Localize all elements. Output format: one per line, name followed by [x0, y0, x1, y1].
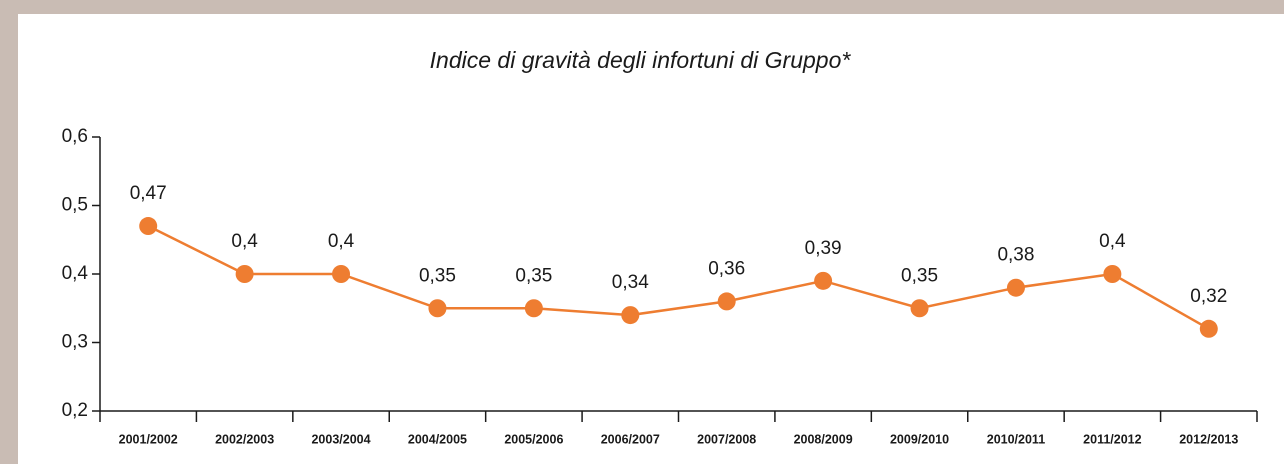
value-label: 0,4 [1099, 231, 1126, 252]
x-tick-label: 2002/2003 [215, 432, 274, 446]
x-tick-label: 2012/2013 [1179, 432, 1238, 446]
x-tick-label: 2007/2008 [697, 432, 756, 446]
value-label: 0,47 [130, 183, 167, 204]
y-tick-label: 0,6 [62, 126, 88, 147]
value-label: 0,35 [901, 265, 938, 286]
x-tick-label: 2009/2010 [890, 432, 949, 446]
x-tick-label: 2003/2004 [311, 432, 370, 446]
marker [1006, 278, 1025, 297]
x-tick-label: 2008/2009 [794, 432, 853, 446]
x-tick-label: 2010/2011 [987, 432, 1045, 446]
value-label: 0,32 [1190, 286, 1227, 307]
value-label: 0,39 [805, 238, 842, 259]
marker [332, 265, 351, 283]
y-tick-label: 0,4 [62, 263, 89, 284]
x-tick-label: 2005/2006 [504, 432, 563, 446]
marker [1103, 265, 1122, 283]
value-label: 0,4 [231, 231, 258, 252]
marker [1199, 319, 1218, 338]
y-tick-label: 0,2 [62, 400, 88, 421]
marker [621, 306, 640, 325]
marker [139, 217, 158, 236]
line [147, 224, 1210, 330]
x-tick-label: 2006/2007 [601, 432, 660, 446]
value-label: 0,35 [515, 265, 552, 286]
value-label: 0,34 [612, 272, 649, 293]
marker [235, 265, 254, 283]
value-label: 0,35 [419, 265, 456, 286]
marker [717, 292, 736, 311]
marker [910, 299, 929, 318]
value-label: 0,38 [997, 245, 1034, 266]
x-tick-label: 2004/2005 [408, 432, 467, 446]
value-label: 0,36 [708, 258, 745, 279]
x-tick-label: 2011/2012 [1083, 432, 1141, 446]
marker [428, 299, 447, 318]
chart-title: Indice di gravità degli infortuni di Gru… [430, 47, 852, 73]
y-tick-label: 0,3 [62, 332, 88, 353]
x-tick-label: 2001/2002 [119, 432, 178, 446]
marker [814, 271, 833, 290]
frame-left [0, 0, 18, 464]
frame-top [0, 0, 1284, 14]
y-tick-label: 0,5 [62, 195, 88, 216]
value-label: 0,4 [328, 231, 355, 252]
marker [524, 299, 543, 318]
